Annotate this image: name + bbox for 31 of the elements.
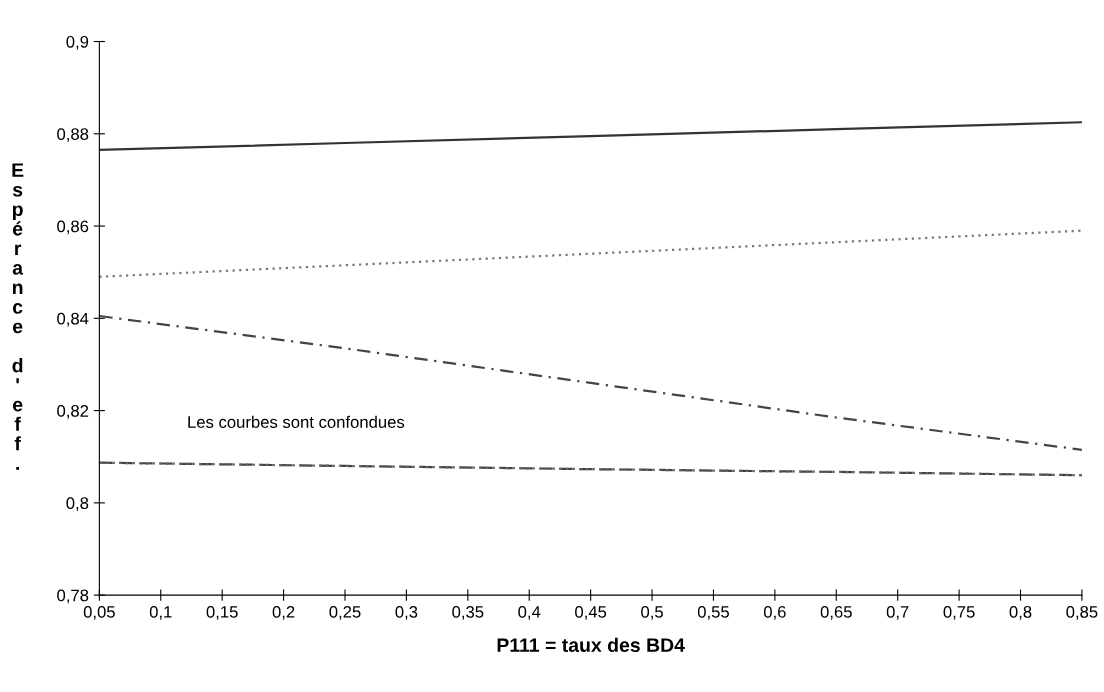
y-tick-label: 0,9	[66, 35, 89, 50]
x-tick-label: 0,2	[272, 605, 295, 620]
x-tick-label: 0,8	[1009, 605, 1032, 620]
text: Espérance d'eff.	[12, 163, 24, 470]
y-tick-label: 0,88	[57, 128, 89, 142]
x-tick-label: 0,1	[149, 605, 172, 620]
y-tick-label: 0,8	[66, 497, 89, 512]
line-series	[99, 461, 1082, 477]
annotation: Les courbes sont confondues	[188, 415, 405, 428]
x-tick-label: 0,7	[886, 605, 909, 620]
line-series	[99, 229, 1082, 278]
y-tick-label: 0,82	[57, 404, 89, 419]
x-tick-label: 0,35	[452, 605, 484, 620]
x-tick-label: 0,5	[641, 605, 663, 620]
x-tick-label: 0,15	[206, 605, 238, 620]
x-tick-label: 0,4	[518, 605, 541, 620]
x-tick-label: 0,65	[820, 605, 852, 620]
x-tick-label: 0,45	[575, 605, 607, 620]
x-tick-label: 0,05	[83, 605, 115, 620]
x-tick-label: 0,75	[943, 605, 975, 620]
line-series	[99, 121, 1082, 152]
x-tick-label: 0,6	[763, 605, 786, 620]
x-tick-label: 0,25	[329, 605, 361, 620]
x-axis-title: P111 = taux des BD4	[497, 637, 685, 653]
y-tick-label: 0,84	[57, 312, 89, 327]
x-tick-label: 0,55	[697, 605, 729, 620]
y-tick-label: 0,78	[57, 589, 89, 604]
x-tick-label: 0,3	[395, 605, 418, 620]
y-tick-label: 0,86	[57, 220, 89, 235]
x-tick-label: 0,85	[1066, 605, 1098, 620]
line-series	[99, 314, 1082, 451]
